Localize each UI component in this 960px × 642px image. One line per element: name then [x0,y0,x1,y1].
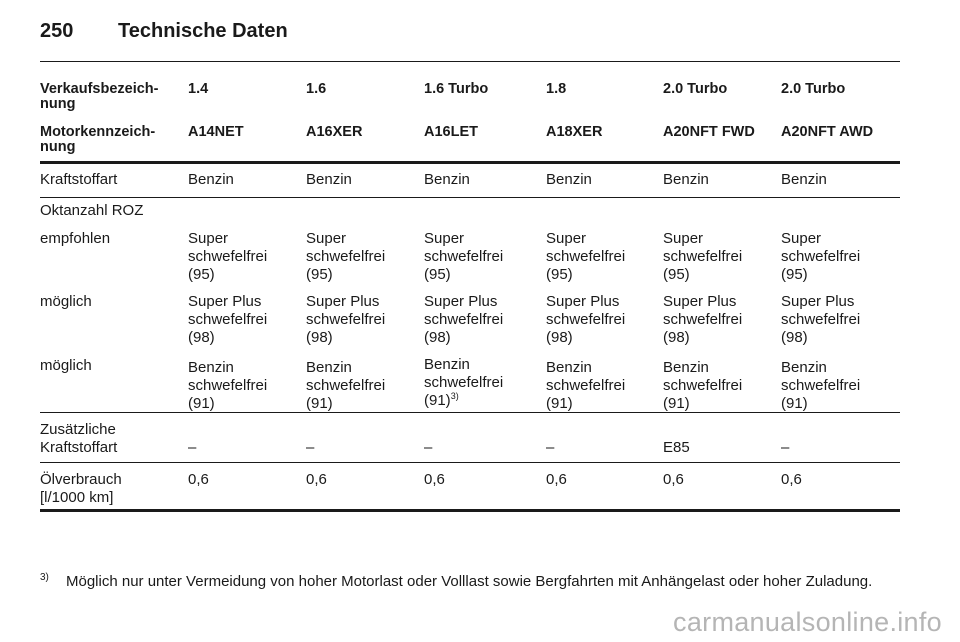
table-bottom-rule [40,509,900,512]
header-value: 2.0 Turbo [663,81,728,97]
row-label: Zusätzliche Kraftstoffart [40,421,118,456]
header-value: A14NET [188,124,244,140]
header-value: 1.4 [188,81,209,97]
table-cell: – [306,439,315,456]
table-cell: Benzin schwefelfrei (91) [781,359,861,412]
page-number: 250 [40,20,74,42]
header-value: 1.6 [306,81,327,97]
table-cell: 0,6 [663,471,684,488]
table-cell: Super schwefelfrei (95) [546,230,626,283]
row-label: empfohlen [40,230,111,247]
footnote-mark: 3) [40,572,49,583]
row-label: Kraftstoffart [40,171,118,188]
table-cell: Super schwefelfrei (95) [663,230,743,283]
table-cell: Benzin [188,171,234,188]
table-cell: Super schwefelfrei (95) [306,230,386,283]
table-cell: Benzin [546,171,592,188]
table-cell: 0,6 [424,471,445,488]
table-cell: Benzin schwefelfrei (91) [188,359,268,412]
page-title: Technische Daten [118,20,288,42]
row-label: möglich [40,293,92,310]
header-bottom-rule [40,161,900,164]
row-divider [40,412,900,413]
table-cell: – [546,439,555,456]
table-cell: Super Plus schwefelfrei (98) [546,293,626,346]
header-value: A18XER [546,124,603,140]
table-cell: 0,6 [546,471,567,488]
table-cell: Super schwefelfrei (95) [424,230,504,283]
footnote-text: Möglich nur unter Vermeidung von hoher M… [66,573,873,590]
header-value: 2.0 Turbo [781,81,846,97]
table-cell: Benzin schwefelfrei (91) [546,359,626,412]
table-cell: Benzin [781,171,827,188]
row-label: möglich [40,357,92,374]
header-value: A20NFT FWD [663,124,755,140]
row-divider [40,462,900,463]
header-label: Verkaufsbezeich-nung [40,81,159,112]
table-cell: Super Plus schwefelfrei (98) [306,293,386,346]
table-cell: Benzin [663,171,709,188]
table-cell: 0,6 [188,471,209,488]
table-cell: Benzin schwefelfrei (91)3) [424,356,504,409]
row-divider [40,197,900,198]
table-cell: Benzin schwefelfrei (91) [306,359,386,412]
row-label: Ölverbrauch [l/1000 km] [40,471,122,506]
watermark: carmanualsonline.info [673,607,942,637]
table-cell: E85 [663,439,690,456]
table-cell: Super schwefelfrei (95) [188,230,268,283]
header-label: Motorkennzeich-nung [40,124,156,155]
table-cell: Super Plus schwefelfrei (98) [424,293,504,346]
top-rule [40,61,900,62]
footnote-reference: 3) [450,391,459,401]
table-cell: Benzin schwefelfrei (91) [663,359,743,412]
table-cell: Super Plus schwefelfrei (98) [663,293,743,346]
table-cell: Super Plus schwefelfrei (98) [188,293,268,346]
table-cell: Super Plus schwefelfrei (98) [781,293,861,346]
table-cell: Benzin [306,171,352,188]
table-cell: – [188,439,197,456]
header-value: 1.6 Turbo [424,81,489,97]
table-cell: 0,6 [781,471,802,488]
header-value: A20NFT AWD [781,124,874,140]
table-cell: Super schwefelfrei (95) [781,230,861,283]
table-cell: Benzin [424,171,470,188]
table-cell: 0,6 [306,471,327,488]
header-value: 1.8 [546,81,567,97]
header-value: A16XER [306,124,363,140]
table-cell: – [781,439,790,456]
row-label: Oktanzahl ROZ [40,202,144,219]
table-cell: – [424,439,433,456]
header-value: A16LET [424,124,478,140]
